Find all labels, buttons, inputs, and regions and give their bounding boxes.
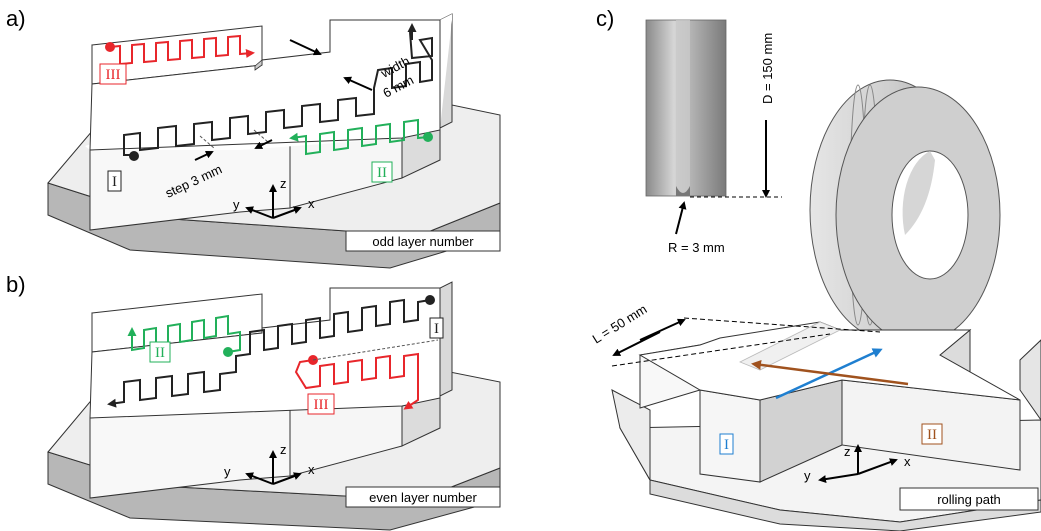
panel-a-axis-y: y bbox=[233, 197, 240, 212]
panel-c-letter: c) bbox=[596, 6, 614, 31]
panel-a-width-arrow-bottom bbox=[343, 76, 373, 91]
panel-b-path-III bbox=[294, 352, 419, 410]
panel-b-region-I: I bbox=[434, 321, 439, 337]
panel-b-region-III-box bbox=[307, 393, 335, 415]
panel-c-axis-x: x bbox=[904, 454, 911, 469]
panel-a-region-III: III bbox=[106, 67, 121, 83]
panel-c: c) D = 150 mm R = 3 mm bbox=[590, 6, 1041, 531]
panel-b-path-I bbox=[107, 298, 431, 408]
roller-cross-section bbox=[645, 19, 727, 197]
panel-a-axis-z: z bbox=[280, 176, 287, 191]
panel-c-region-I-box bbox=[719, 433, 734, 455]
panel-a-path-II bbox=[289, 118, 429, 156]
panel-a-step-arrow-left bbox=[194, 150, 214, 161]
panel-b-caption: even layer number bbox=[369, 490, 477, 505]
panel-a-letter: a) bbox=[6, 6, 26, 31]
panel-a-cross-block bbox=[85, 13, 453, 231]
panel-a-start-dot-III bbox=[105, 42, 115, 52]
panel-b-region-III: III bbox=[314, 397, 329, 413]
panel-a-axis-x: x bbox=[308, 196, 315, 211]
length-dash-line-upper bbox=[683, 317, 881, 333]
panel-b-region-II-box bbox=[149, 341, 171, 363]
panel-a-region-III-box bbox=[99, 63, 127, 85]
panel-a-region-II-box bbox=[371, 161, 393, 183]
panel-c-axes bbox=[818, 444, 898, 484]
panel-c-region-II-box bbox=[921, 423, 943, 445]
panel-b-axis-y: y bbox=[224, 464, 231, 479]
panel-b-region-II: II bbox=[155, 345, 165, 361]
panel-b-path-II bbox=[127, 314, 241, 353]
panel-a-axes bbox=[245, 184, 302, 219]
panel-b-axis-z: z bbox=[280, 442, 287, 457]
panel-c-axis-y: y bbox=[804, 468, 811, 483]
panel-a-step-dash bbox=[199, 135, 215, 149]
panel-c-caption-box bbox=[899, 487, 1039, 511]
panel-a-step-dash-2 bbox=[253, 129, 269, 143]
panel-c-caption: rolling path bbox=[937, 492, 1001, 507]
panel-a: a) bbox=[6, 6, 501, 269]
panel-b-start-dot-I bbox=[425, 295, 435, 305]
panel-a-region-II: II bbox=[377, 165, 387, 181]
panel-c-axis-z: z bbox=[844, 444, 851, 459]
panel-c-region-II: II bbox=[927, 427, 937, 443]
panel-a-region-I: I bbox=[112, 174, 117, 190]
panel-b-start-dot-II bbox=[223, 347, 233, 357]
panel-b: b) II I III bbox=[6, 272, 501, 531]
panel-a-region-I-box bbox=[107, 170, 122, 192]
panel-a-width-arrow-top bbox=[289, 39, 322, 56]
roller-radius-label: R = 3 mm bbox=[668, 240, 725, 255]
roller-radius-arrow bbox=[675, 201, 687, 235]
roller-diameter-label: D = 150 mm bbox=[760, 33, 775, 104]
panel-b-caption-box bbox=[345, 486, 501, 508]
length-arrow-up bbox=[639, 318, 686, 341]
length-dash-line-lower bbox=[611, 333, 831, 367]
panel-a-path-I bbox=[123, 23, 433, 156]
panel-a-caption-box bbox=[345, 230, 501, 252]
panel-a-start-dot-I bbox=[129, 151, 139, 161]
roller-wheel bbox=[809, 79, 1001, 344]
panel-a-start-dot-II bbox=[423, 132, 433, 142]
panel-b-cross-block bbox=[89, 281, 453, 499]
panel-c-region-I: I bbox=[724, 437, 729, 453]
panel-b-dash-line bbox=[312, 339, 439, 361]
panel-b-letter: b) bbox=[6, 272, 26, 297]
panel-b-axes bbox=[245, 450, 302, 485]
panel-b-axis-x: x bbox=[308, 462, 315, 477]
panel-a-path-III bbox=[109, 34, 255, 66]
length-arrow-down bbox=[612, 331, 661, 356]
panel-b-region-I-box bbox=[429, 317, 444, 339]
panel-a-caption: odd layer number bbox=[372, 234, 474, 249]
panel-a-step-arrow-right bbox=[254, 139, 273, 149]
rolling-path-II bbox=[751, 359, 909, 386]
